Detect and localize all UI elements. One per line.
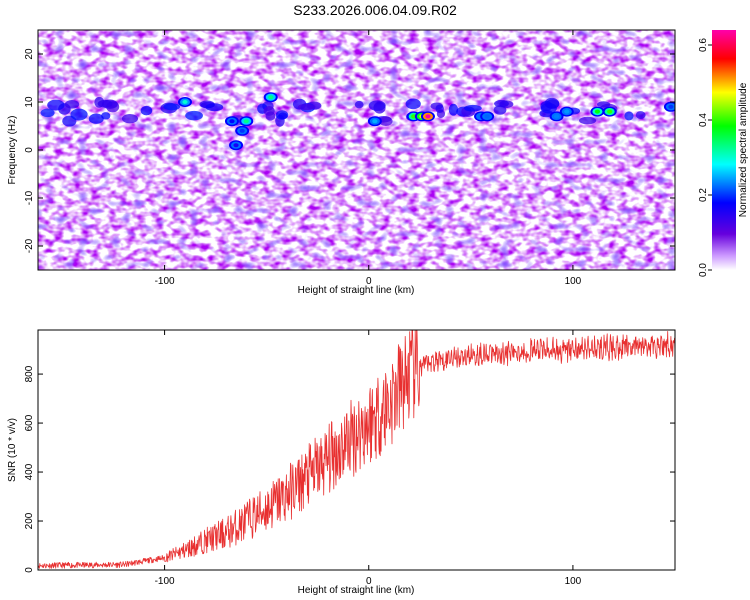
spectrogram-band-blob	[121, 114, 139, 124]
spectrogram-texture-dense	[38, 30, 675, 270]
snr-ytick-label: 600	[24, 414, 35, 431]
spectrogram-hotspot-core	[425, 114, 431, 119]
spectrogram-band-blob	[448, 103, 459, 116]
snr-xtick-label: -100	[155, 576, 175, 587]
colorbar-tick-label: 0.2	[698, 188, 709, 202]
snr-xtick-label: 0	[366, 576, 372, 587]
spectrogram-hotspot-core	[594, 109, 601, 114]
spectrogram-ytick-label: -20	[24, 238, 35, 253]
spectrogram-band-blob	[185, 110, 203, 121]
spectrogram-hotspot-core	[182, 100, 188, 104]
spectrogram-band-blob	[368, 100, 386, 111]
snr-frame	[37, 329, 676, 571]
spectrogram-hotspot-core	[229, 119, 235, 124]
spectrogram-band-blob	[540, 101, 553, 112]
colorbar-tick-label: 0.0	[698, 263, 709, 277]
spectrogram-hotspot-core	[411, 114, 417, 119]
spectrogram-band-blob	[405, 98, 421, 110]
snr-series-line	[38, 330, 675, 569]
spectrogram-band-blob	[205, 103, 224, 112]
snr-ytick-label: 400	[24, 463, 35, 480]
colorbar: 0.0 0.2 0.4 0.6 Normalized spectral amplitu…	[698, 30, 749, 277]
spectrogram-ytick-label: -10	[24, 190, 35, 205]
spectrogram-hotspot-core	[268, 95, 274, 100]
colorbar-gradient	[712, 30, 736, 270]
colorbar-tick-label: 0.4	[698, 113, 709, 127]
snr-xtick-label: 100	[565, 576, 582, 587]
spectrogram-hotspot-core	[553, 114, 560, 119]
spectrogram-band-blob	[263, 106, 275, 116]
spectrogram-ytick-label: 20	[24, 48, 35, 60]
spectrogram-band-blob	[64, 99, 80, 109]
spectrogram-band-blob	[88, 113, 104, 124]
spectrogram-band-blob	[493, 105, 507, 115]
spectrogram-hotspot-core	[484, 114, 490, 119]
spectrogram-xtick-label: -100	[155, 276, 175, 287]
spectrogram-hotspot-core	[372, 119, 378, 124]
colorbar-ticks: 0.0 0.2 0.4 0.6	[698, 38, 712, 277]
snr-ylabel: SNR (10 * v/v)	[7, 418, 18, 482]
snr-ytick-label: 0	[24, 567, 35, 573]
snr-xlabel: Height of straight line (km)	[298, 585, 415, 596]
colorbar-label: Normalized spectral amplitude	[738, 82, 749, 217]
colorbar-tick-label: 0.6	[698, 38, 709, 52]
spectrogram-xlabel: Height of straight line (km)	[298, 285, 415, 296]
spectrogram-ylabel: Frequency (Hz)	[7, 116, 18, 185]
spectrogram-hotspot-core	[668, 104, 674, 109]
spectrogram-xtick-label: 0	[366, 276, 372, 287]
snr-axis-ticks: -100 0 100 0 200 400 600 800	[24, 330, 675, 587]
snr-ytick-label: 200	[24, 512, 35, 529]
spectrogram-hotspot-core	[607, 109, 613, 114]
spectrogram-band-blob	[101, 112, 111, 120]
spectrogram-band-blob	[40, 108, 55, 118]
spectrogram-band-blob	[163, 103, 181, 111]
spectrogram-band-blob	[70, 108, 88, 121]
spectrogram-band-blob	[379, 116, 393, 127]
spectrogram-band-blob	[624, 111, 634, 121]
spectrogram-hotspot-core	[243, 119, 249, 124]
figure-title: S233.2026.006.04.09.R02	[293, 2, 457, 18]
spectrogram-hotspot-core	[239, 128, 245, 133]
spectrogram-ytick-label: 10	[24, 96, 35, 108]
spectrogram-band-blob	[278, 112, 288, 120]
spectrogram-band-blob	[140, 105, 153, 116]
spectrogram-band-blob	[97, 99, 113, 108]
spectrogram-band-blob	[463, 104, 482, 112]
snr-panel: -100 0 100 0 200 400 600 800 Height of straight…	[7, 329, 676, 596]
snr-ytick-label: 800	[24, 365, 35, 382]
spectrogram-band-blob	[297, 103, 316, 110]
spectrogram-band-blob	[635, 111, 646, 120]
spectrogram-band-blob	[47, 99, 65, 111]
spectrogram-band-blob	[579, 116, 597, 125]
spectrogram-hotspot-core	[564, 109, 570, 114]
spectrogram-hotspot-core	[233, 143, 239, 148]
spectrogram-band-blob	[596, 101, 611, 108]
spectrogram-xtick-label: 100	[565, 276, 582, 287]
spectrogram-band-blob	[354, 100, 364, 109]
spectrogram-ytick-label: 0	[24, 147, 35, 153]
spectrogram-hotspots	[40, 92, 675, 151]
spectrogram-band-blob	[435, 104, 444, 114]
